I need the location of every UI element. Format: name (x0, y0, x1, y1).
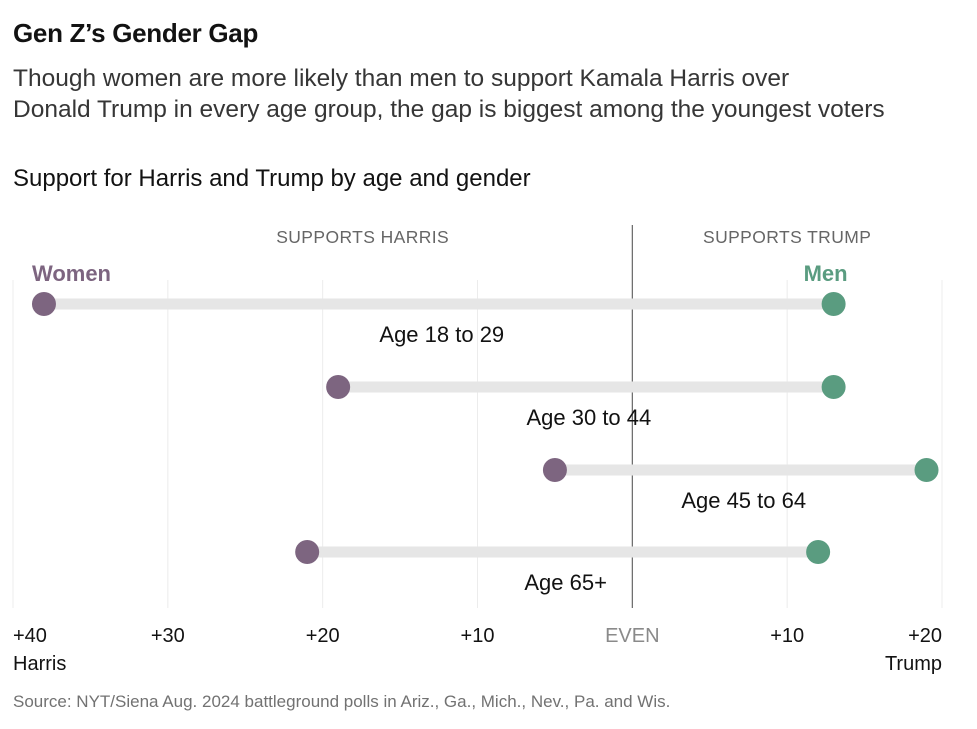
chart-title: Gen Z’s Gender Gap (13, 18, 259, 48)
series-label-women: Women (32, 261, 111, 286)
subtitle-line-1: Though women are more likely than men to… (13, 65, 790, 92)
side-label-trump: SUPPORTS TRUMP (703, 227, 871, 247)
point-men (821, 292, 846, 316)
row-label: Age 65+ (524, 570, 607, 595)
x-tick-label: +10 (770, 625, 804, 647)
row-label: Age 45 to 64 (681, 488, 806, 513)
x-tick-label: +20 (306, 625, 340, 647)
x-tick-label: EVEN (605, 625, 659, 647)
point-men (914, 458, 939, 482)
chart-labels: +40 Harris +30 +20 +10 EVEN +10 +20 Trump SUPPORT… (13, 227, 942, 675)
side-label-harris: SUPPORTS HARRIS (276, 227, 449, 247)
point-women (542, 458, 567, 482)
point-women (295, 540, 320, 564)
data-points (31, 292, 939, 564)
x-tick-label: +20 (908, 625, 942, 647)
x-tick-label: +10 (461, 625, 495, 647)
point-men (806, 540, 831, 564)
point-women (31, 292, 56, 316)
x-tick-sublabel: Trump (885, 653, 942, 675)
row-label: Age 18 to 29 (379, 322, 504, 347)
x-tick-sublabel: Harris (13, 653, 66, 675)
plot-heading: Support for Harris and Trump by age and … (13, 165, 531, 192)
chart-subtitle: Though women are more likely than men to… (13, 63, 963, 125)
point-men (821, 375, 846, 399)
x-tick-label: +30 (151, 625, 185, 647)
range-bars (38, 298, 933, 558)
subtitle-line-2: Donald Trump in every age group, the gap… (13, 96, 885, 123)
point-women (326, 375, 351, 399)
x-tick-label: +40 (13, 625, 47, 647)
row-label: Age 30 to 44 (526, 405, 651, 430)
source-note: Source: NYT/Siena Aug. 2024 battleground… (13, 692, 671, 711)
series-label-men: Men (804, 261, 848, 286)
grid-lines (12, 225, 943, 608)
